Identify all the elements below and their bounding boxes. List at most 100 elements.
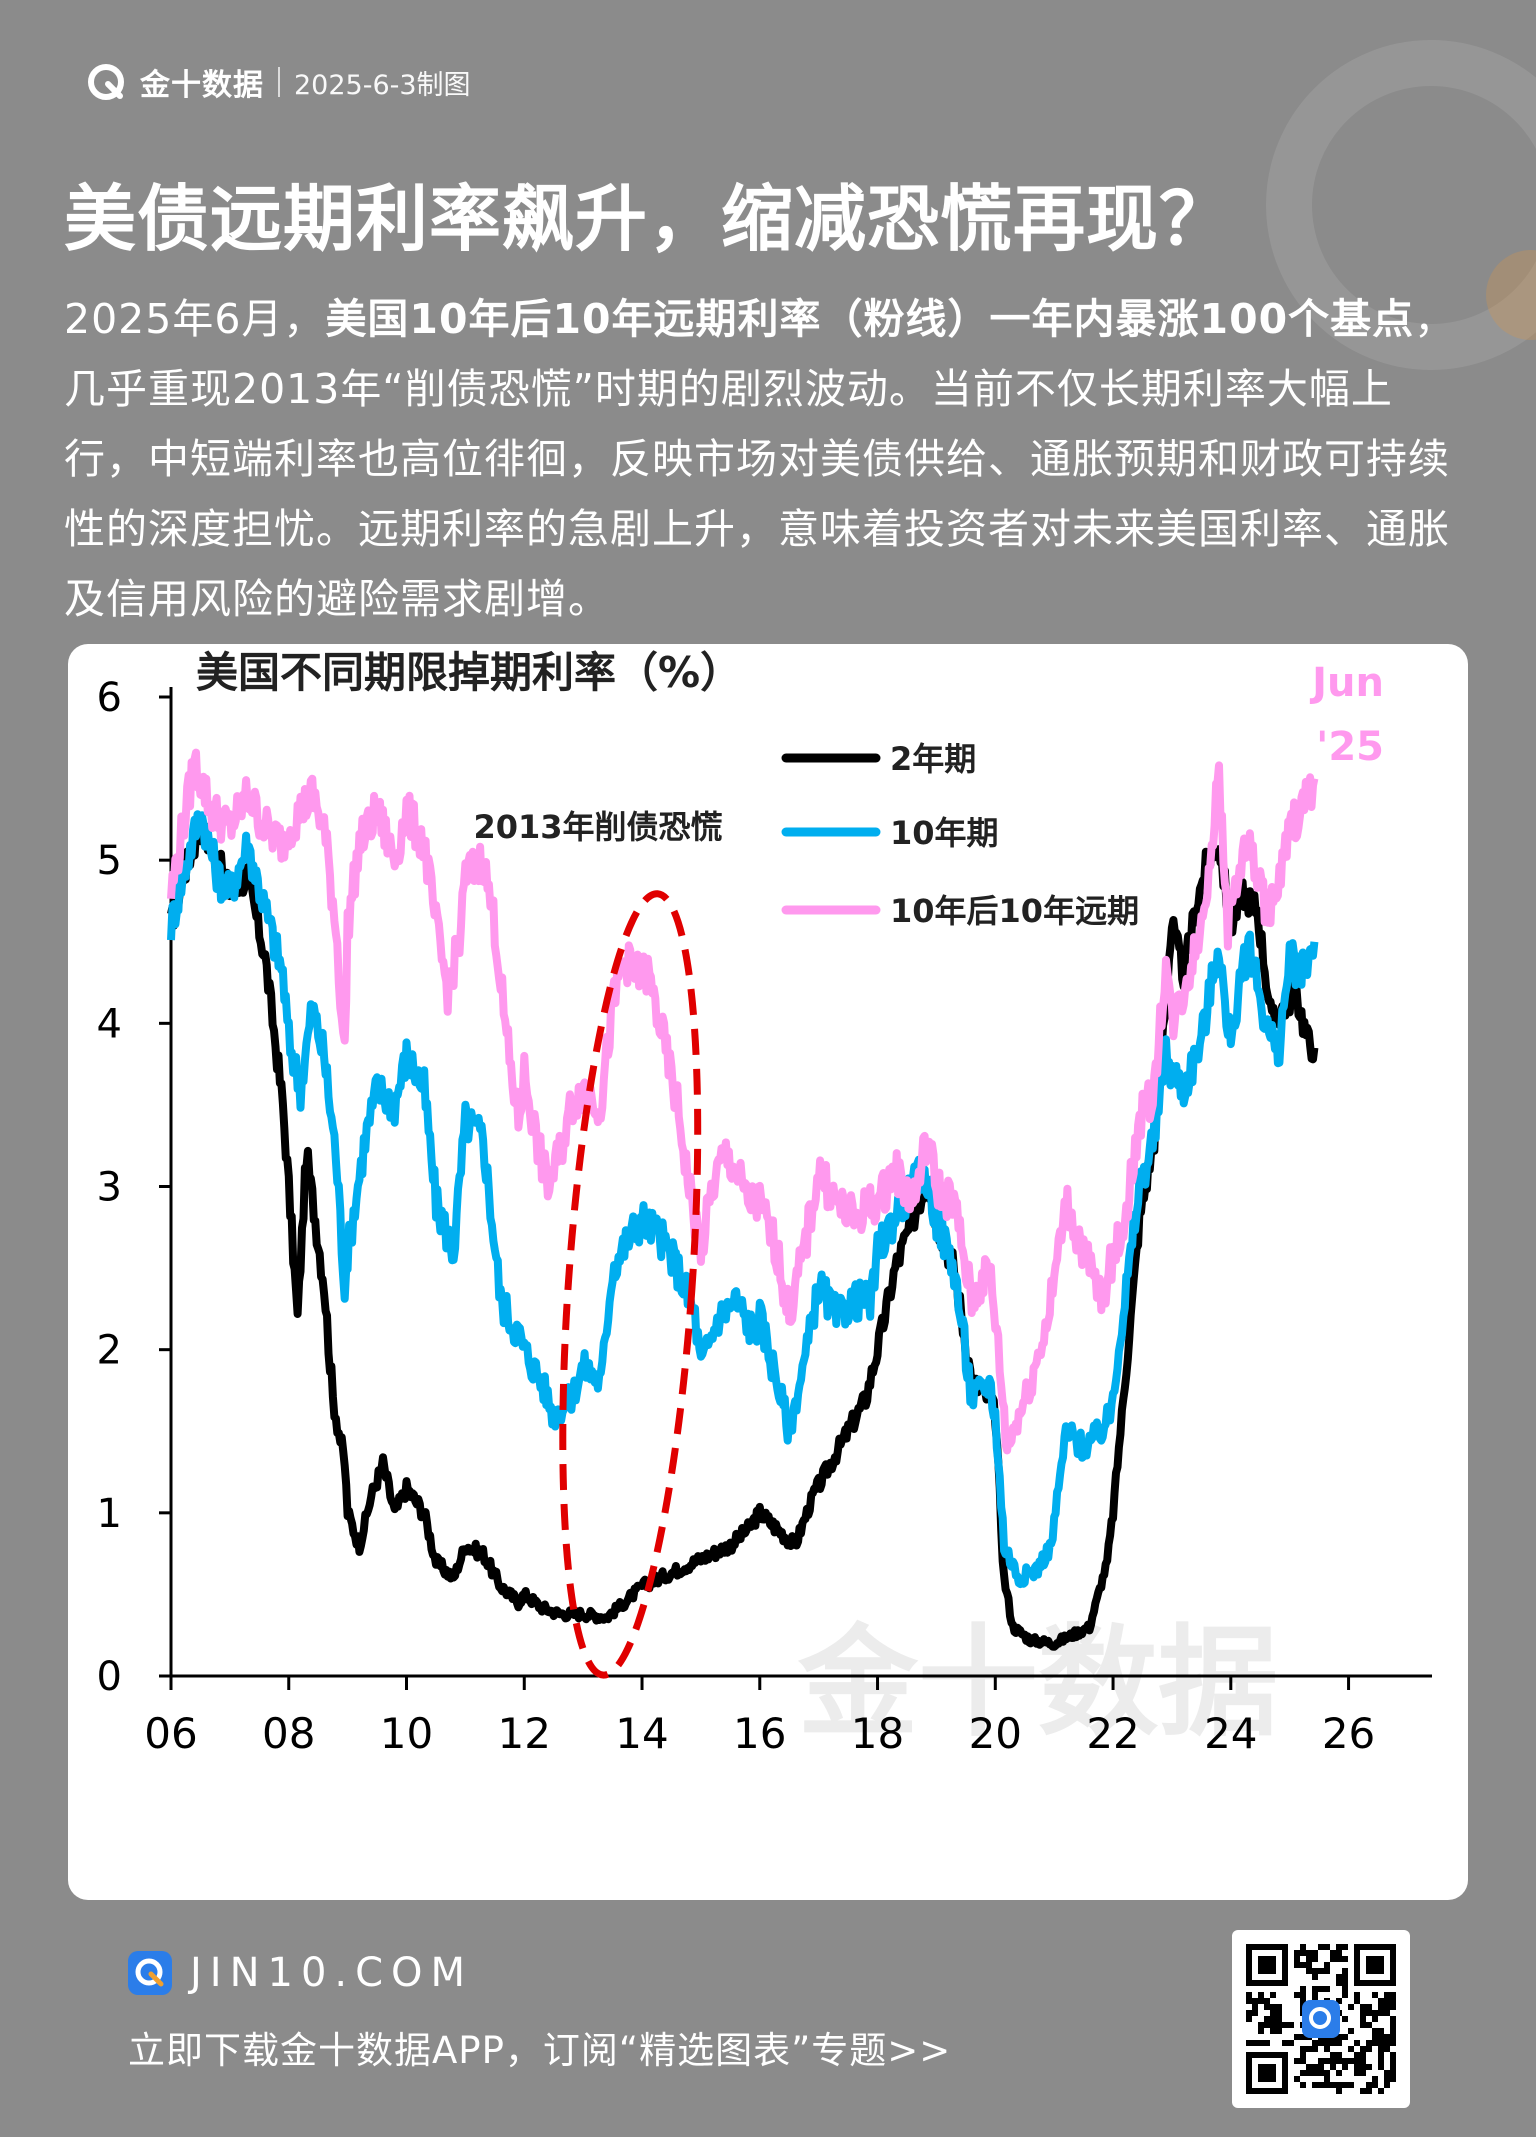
- corner-date-label-line: '25: [1316, 724, 1384, 770]
- qr-module: [1384, 2082, 1390, 2088]
- qr-module: [1330, 2082, 1336, 2088]
- qr-module: [1354, 2052, 1360, 2058]
- x-tick-label: 22: [1086, 1709, 1139, 1758]
- qr-module: [1270, 2028, 1276, 2034]
- qr-module: [1300, 2058, 1306, 2064]
- qr-module: [1330, 2040, 1336, 2046]
- qr-module: [1336, 2034, 1342, 2040]
- qr-module: [1390, 2028, 1396, 2034]
- qr-module: [1276, 2022, 1282, 2028]
- footer-download-cta[interactable]: 立即下载金十数据APP，订阅“精选图表”专题>>: [128, 2029, 952, 2072]
- chart-title: 美国不同期限掉期利率（%）: [196, 648, 742, 697]
- qr-module: [1324, 2058, 1330, 2064]
- qr-module: [1342, 1986, 1348, 1992]
- qr-module: [1330, 2058, 1336, 2064]
- brand-separator: [278, 67, 280, 97]
- qr-module: [1264, 2016, 1270, 2022]
- qr-module: [1270, 2004, 1276, 2010]
- annotation-label: 2013年削债恐慌: [473, 808, 722, 846]
- qr-module: [1246, 1998, 1252, 2004]
- qr-module: [1336, 2052, 1342, 2058]
- qr-module: [1378, 2034, 1384, 2040]
- x-tick-label: 14: [615, 1709, 668, 1758]
- legend-label: 2年期: [890, 740, 976, 778]
- qr-module: [1336, 1998, 1342, 2004]
- footer-site-url[interactable]: JIN10.COM: [190, 1950, 474, 1996]
- qr-module: [1312, 2064, 1318, 2070]
- qr-module: [1252, 2010, 1258, 2016]
- y-tick-label: 4: [97, 1001, 122, 1047]
- qr-module: [1354, 2070, 1360, 2076]
- qr-module: [1342, 1992, 1348, 1998]
- qr-module: [1336, 1956, 1342, 1962]
- qr-module: [1300, 2052, 1306, 2058]
- qr-module: [1378, 2010, 1384, 2016]
- qr-module: [1384, 2040, 1390, 2046]
- intro-paragraph: 2025年6月，美国10年后10年远期利率（粉线）一年内暴涨100个基点，几乎重…: [64, 284, 1474, 634]
- annotation-ellipse: [559, 890, 702, 1679]
- qr-module: [1372, 2082, 1378, 2088]
- qr-module: [1300, 1950, 1306, 1956]
- x-tick-label: 24: [1204, 1709, 1257, 1758]
- qr-module: [1270, 2022, 1276, 2028]
- qr-module: [1300, 2034, 1306, 2040]
- qr-finder: [1258, 1956, 1276, 1974]
- qr-module: [1342, 1968, 1348, 1974]
- qr-module: [1372, 2016, 1378, 2022]
- qr-module: [1390, 2058, 1396, 2064]
- qr-module: [1342, 2058, 1348, 2064]
- qr-module: [1372, 2034, 1378, 2040]
- qr-module: [1342, 2082, 1348, 2088]
- qr-module: [1336, 2070, 1342, 2076]
- corner-date-label-line: Jun: [1309, 660, 1384, 706]
- qr-module: [1378, 2058, 1384, 2064]
- qr-module: [1384, 1998, 1390, 2004]
- x-tick-label: 20: [969, 1709, 1022, 1758]
- qr-module: [1390, 2040, 1396, 2046]
- qr-module: [1300, 2082, 1306, 2088]
- jin10-app-icon: [128, 1951, 172, 1995]
- y-tick-label: 2: [97, 1328, 122, 1374]
- qr-module: [1390, 2064, 1396, 2070]
- qr-module: [1318, 1986, 1324, 1992]
- qr-module: [1390, 2034, 1396, 2040]
- qr-module: [1312, 1986, 1318, 1992]
- qr-code[interactable]: [1232, 1930, 1410, 2108]
- qr-module: [1330, 1950, 1336, 1956]
- qr-module: [1360, 2010, 1366, 2016]
- qr-module: [1324, 1944, 1330, 1950]
- qr-module: [1288, 2040, 1294, 2046]
- qr-module: [1288, 2022, 1294, 2028]
- qr-module: [1324, 2082, 1330, 2088]
- qr-module: [1366, 2040, 1372, 2046]
- qr-module: [1258, 2022, 1264, 2028]
- qr-module: [1384, 2004, 1390, 2010]
- qr-module: [1384, 2046, 1390, 2052]
- qr-module: [1390, 2004, 1396, 2010]
- qr-module: [1258, 2028, 1264, 2034]
- qr-module: [1312, 1956, 1318, 1962]
- qr-module: [1282, 2022, 1288, 2028]
- qr-module: [1312, 1992, 1318, 1998]
- x-tick-label: 10: [380, 1709, 433, 1758]
- qr-module: [1306, 2046, 1312, 2052]
- qr-module: [1342, 1974, 1348, 1980]
- qr-module: [1312, 2070, 1318, 2076]
- qr-module: [1312, 2082, 1318, 2088]
- qr-module: [1318, 1968, 1324, 1974]
- qr-module: [1300, 2046, 1306, 2052]
- qr-module: [1372, 2010, 1378, 2016]
- qr-module: [1348, 2082, 1354, 2088]
- qr-module: [1348, 2046, 1354, 2052]
- qr-module: [1318, 2058, 1324, 2064]
- qr-module: [1264, 1998, 1270, 2004]
- page-title: 美债远期利率飙升，缩减恐慌再现？: [64, 177, 1233, 261]
- qr-module: [1276, 2016, 1282, 2022]
- qr-module: [1318, 1944, 1324, 1950]
- qr-module: [1300, 1962, 1306, 1968]
- qr-module: [1264, 2022, 1270, 2028]
- qr-module: [1306, 1968, 1312, 1974]
- qr-module: [1318, 2070, 1324, 2076]
- qr-module: [1336, 1950, 1342, 1956]
- qr-module: [1300, 2070, 1306, 2076]
